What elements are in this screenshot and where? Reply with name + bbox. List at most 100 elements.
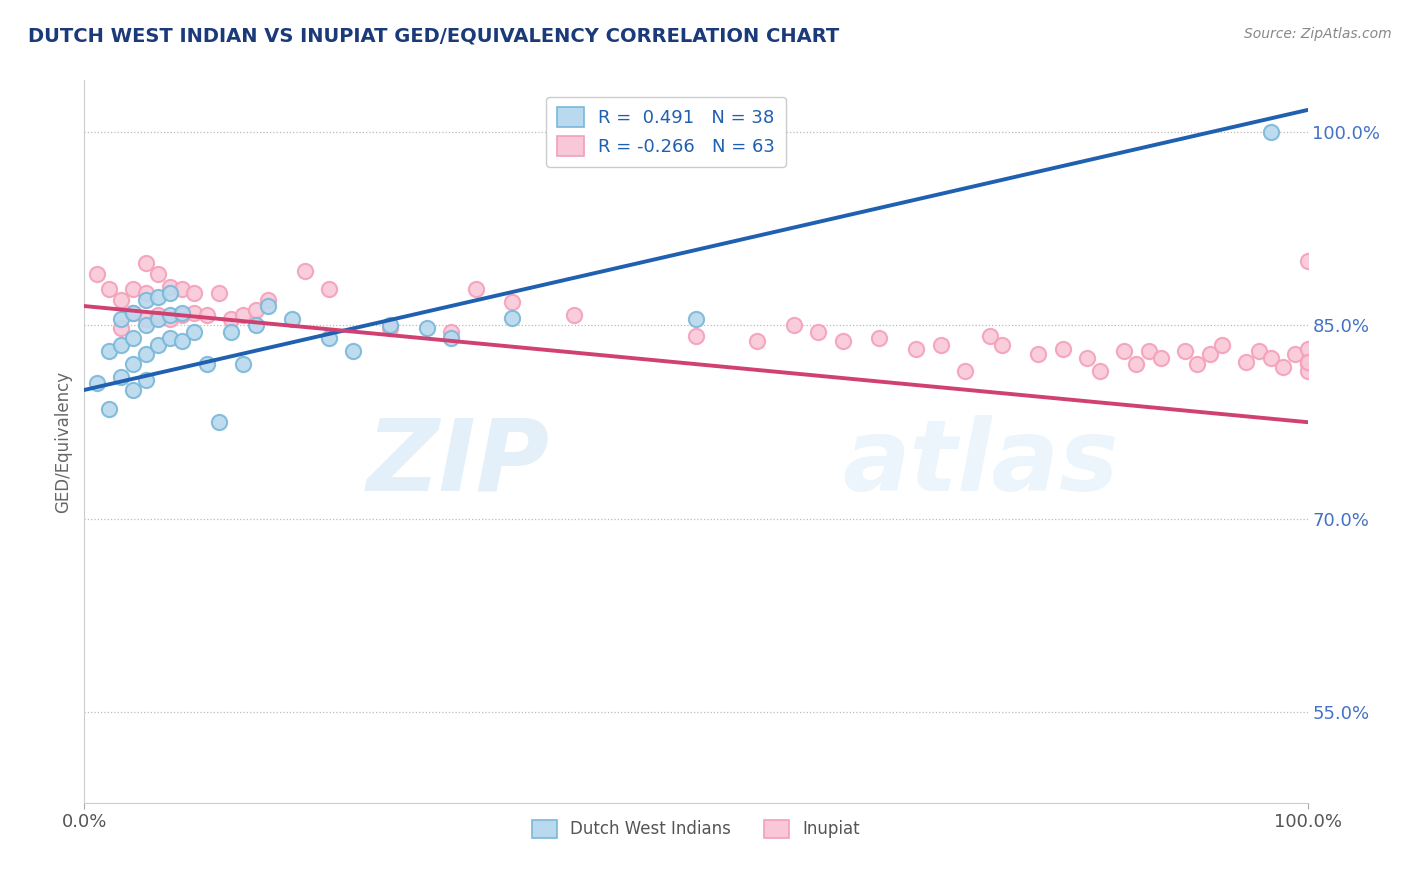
- Point: [1187, 357, 1209, 371]
- Point: [232, 308, 254, 322]
- Point: [135, 347, 157, 361]
- Point: [905, 342, 928, 356]
- Point: [172, 308, 194, 322]
- Point: [110, 312, 132, 326]
- Point: [232, 357, 254, 371]
- Point: [135, 312, 157, 326]
- Text: DUTCH WEST INDIAN VS INUPIAT GED/EQUIVALENCY CORRELATION CHART: DUTCH WEST INDIAN VS INUPIAT GED/EQUIVAL…: [28, 27, 839, 45]
- Point: [380, 321, 402, 335]
- Text: ZIP: ZIP: [366, 415, 550, 512]
- Point: [1088, 363, 1111, 377]
- Point: [1296, 357, 1319, 371]
- Point: [146, 267, 169, 281]
- Point: [1284, 347, 1306, 361]
- Point: [747, 334, 769, 348]
- Point: [86, 267, 108, 281]
- Point: [502, 295, 524, 310]
- Point: [1296, 253, 1319, 268]
- Point: [135, 293, 157, 307]
- Point: [831, 334, 853, 348]
- Point: [1174, 344, 1197, 359]
- Point: [953, 363, 976, 377]
- Point: [122, 357, 145, 371]
- Point: [979, 328, 1001, 343]
- Point: [1028, 347, 1050, 361]
- Point: [502, 310, 524, 325]
- Point: [208, 415, 231, 429]
- Point: [1076, 351, 1098, 365]
- Y-axis label: GED/Equivalency: GED/Equivalency: [55, 370, 73, 513]
- Point: [869, 331, 891, 345]
- Point: [97, 402, 120, 417]
- Point: [1150, 351, 1173, 365]
- Point: [86, 376, 108, 391]
- Point: [416, 321, 439, 335]
- Point: [146, 308, 169, 322]
- Point: [1296, 363, 1319, 377]
- Point: [1125, 357, 1147, 371]
- Legend: Dutch West Indians, Inupiat: Dutch West Indians, Inupiat: [524, 813, 868, 845]
- Point: [183, 286, 205, 301]
- Point: [135, 373, 157, 387]
- Point: [183, 325, 205, 339]
- Point: [1114, 344, 1136, 359]
- Point: [281, 312, 304, 326]
- Point: [159, 312, 181, 326]
- Point: [245, 318, 267, 333]
- Point: [1211, 338, 1233, 352]
- Point: [172, 282, 194, 296]
- Point: [122, 331, 145, 345]
- Point: [135, 256, 157, 270]
- Point: [219, 325, 242, 339]
- Point: [97, 282, 120, 296]
- Point: [146, 312, 169, 326]
- Point: [110, 370, 132, 384]
- Point: [991, 338, 1014, 352]
- Point: [110, 293, 132, 307]
- Point: [807, 325, 830, 339]
- Point: [172, 334, 194, 348]
- Point: [195, 357, 218, 371]
- Point: [122, 282, 145, 296]
- Point: [1198, 347, 1220, 361]
- Point: [464, 282, 486, 296]
- Point: [342, 344, 364, 359]
- Point: [318, 282, 340, 296]
- Point: [562, 308, 585, 322]
- Point: [685, 328, 707, 343]
- Point: [1247, 344, 1270, 359]
- Point: [172, 305, 194, 319]
- Point: [440, 325, 463, 339]
- Point: [183, 305, 205, 319]
- Point: [685, 312, 707, 326]
- Point: [146, 290, 169, 304]
- Point: [783, 318, 806, 333]
- Point: [440, 331, 463, 345]
- Text: Source: ZipAtlas.com: Source: ZipAtlas.com: [1244, 27, 1392, 41]
- Point: [245, 302, 267, 317]
- Point: [1260, 125, 1282, 139]
- Point: [1052, 342, 1074, 356]
- Point: [122, 305, 145, 319]
- Point: [97, 344, 120, 359]
- Point: [110, 338, 132, 352]
- Point: [122, 383, 145, 397]
- Point: [318, 331, 340, 345]
- Point: [1137, 344, 1160, 359]
- Point: [1260, 351, 1282, 365]
- Point: [122, 305, 145, 319]
- Point: [380, 318, 402, 333]
- Point: [294, 264, 316, 278]
- Point: [1296, 354, 1319, 368]
- Point: [1296, 342, 1319, 356]
- Point: [208, 286, 231, 301]
- Point: [257, 299, 280, 313]
- Point: [159, 308, 181, 322]
- Point: [159, 286, 181, 301]
- Point: [257, 293, 280, 307]
- Point: [135, 318, 157, 333]
- Point: [929, 338, 952, 352]
- Point: [1236, 354, 1258, 368]
- Point: [110, 321, 132, 335]
- Text: atlas: atlas: [842, 415, 1119, 512]
